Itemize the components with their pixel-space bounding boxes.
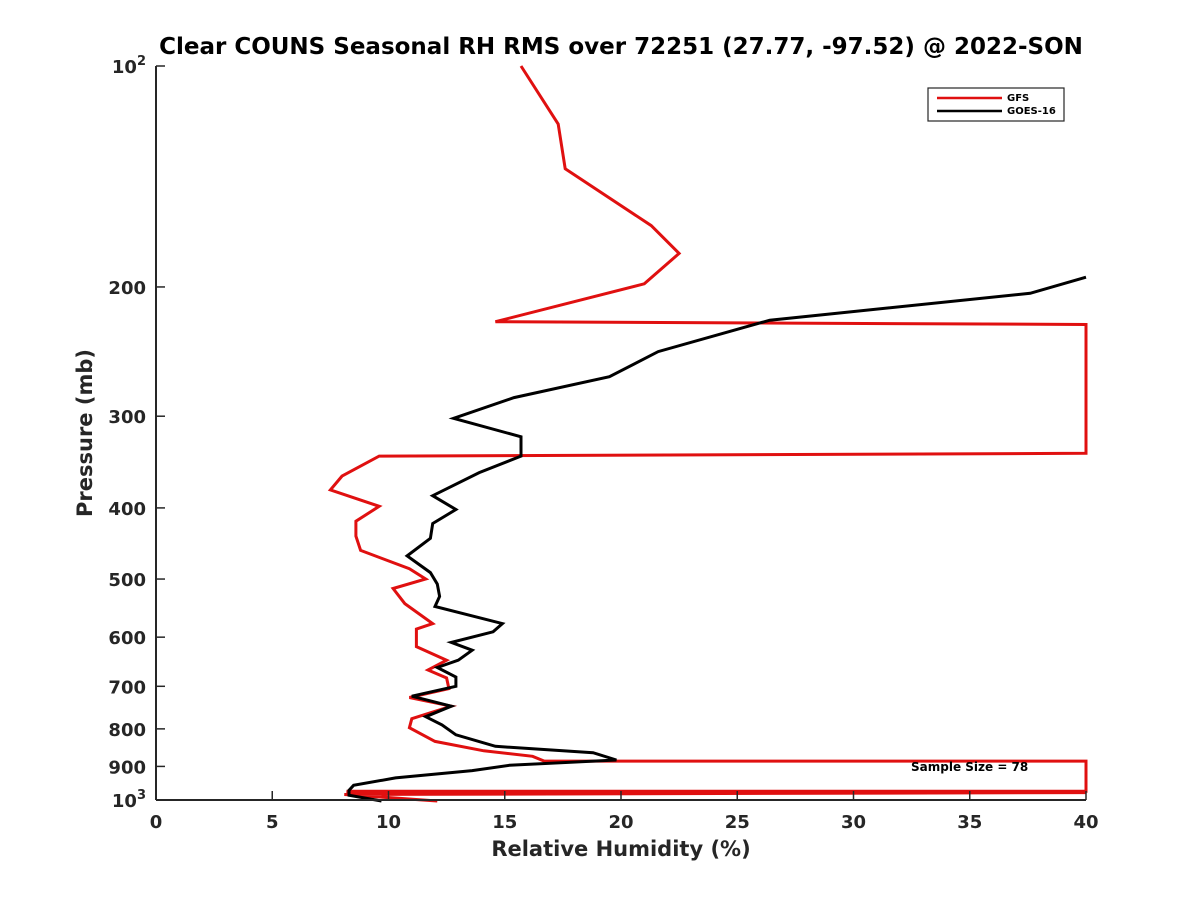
y-tick-label: 900 — [108, 757, 146, 778]
x-tick-label: 20 — [608, 812, 633, 833]
y-tick-label: 300 — [108, 407, 146, 428]
x-axis-label: Relative Humidity (%) — [491, 837, 750, 861]
series-line-goes16 — [347, 275, 1087, 803]
chart-title: Clear COUNS Seasonal RH RMS over 72251 (… — [159, 34, 1083, 60]
x-tick-label: 25 — [725, 812, 750, 833]
y-tick-label: 600 — [108, 628, 146, 649]
legend: GFS GOES-16 — [927, 87, 1065, 122]
legend-box — [927, 87, 1065, 122]
sample-size-annotation: Sample Size = 78 — [911, 760, 1028, 774]
y-tick-label: 102 — [112, 54, 146, 78]
plot-area: 0 5 10 15 20 25 30 35 40 102 200 300 400 500 600 700 80… — [108, 54, 1098, 833]
x-tick-label: 5 — [266, 812, 279, 833]
x-tick-label: 40 — [1073, 812, 1098, 833]
x-tick-label: 30 — [841, 812, 866, 833]
y-ticks: 102 200 300 400 500 600 700 800 900 103 — [108, 54, 165, 812]
y-axis-label: Pressure (mb) — [73, 349, 97, 517]
y-tick-label: 103 — [112, 788, 146, 812]
legend-label-gfs: GFS — [1007, 93, 1029, 104]
x-tick-label: 15 — [492, 812, 517, 833]
y-tick-label: 800 — [108, 720, 146, 741]
legend-label-goes16: GOES-16 — [1007, 106, 1056, 117]
x-tick-label: 0 — [150, 812, 163, 833]
series-layer — [327, 65, 1088, 803]
y-tick-label: 400 — [108, 499, 146, 520]
x-tick-label: 10 — [376, 812, 401, 833]
y-tick-label: 200 — [108, 278, 146, 299]
x-ticks: 0 5 10 15 20 25 30 35 40 — [150, 791, 1099, 833]
y-tick-label: 700 — [108, 677, 146, 698]
x-tick-label: 35 — [957, 812, 982, 833]
y-tick-label: 500 — [108, 570, 146, 591]
